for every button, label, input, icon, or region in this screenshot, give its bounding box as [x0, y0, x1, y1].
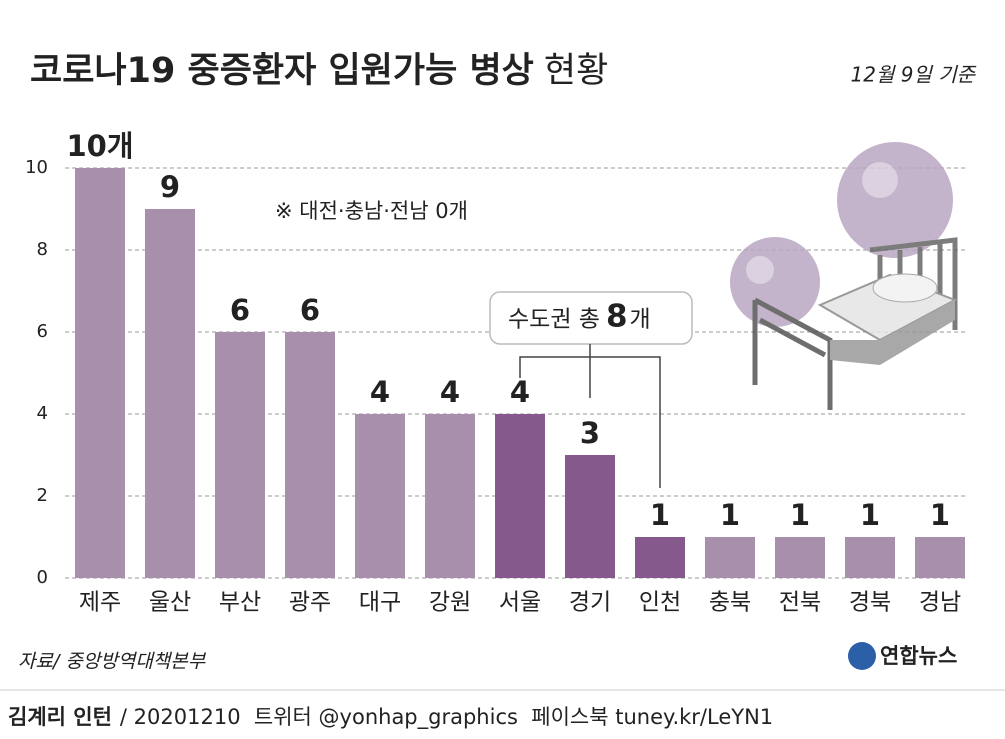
- bar: [495, 414, 545, 578]
- value-label: 6: [230, 293, 250, 327]
- x-tick-label: 울산: [149, 590, 191, 616]
- x-tick-label: 인천: [639, 590, 681, 616]
- bar: [75, 168, 125, 578]
- value-label: 9: [160, 170, 180, 204]
- x-tick-label: 전북: [779, 590, 821, 616]
- x-tick-label: 부산: [219, 590, 261, 616]
- footer-author: 김계리 인턴: [8, 705, 112, 729]
- logo-text: 연합뉴스: [880, 644, 957, 668]
- annotation: 수도권 총 8 개: [489, 291, 693, 488]
- y-tick-label: 2: [37, 485, 48, 506]
- bar: [845, 537, 895, 578]
- annotation-value: 8: [606, 299, 628, 335]
- chart-title: 코로나19 중증환자 입원가능 병상: [30, 51, 534, 91]
- annotation-box: [489, 291, 693, 345]
- bar: [285, 332, 335, 578]
- y-tick-label: 10: [25, 157, 48, 178]
- value-label: 4: [510, 375, 530, 409]
- y-tick-label: 0: [37, 567, 48, 588]
- value-label: 3: [580, 416, 600, 450]
- value-label: 1: [930, 498, 950, 532]
- x-tick-label: 경북: [849, 590, 891, 616]
- logo: 연합뉴스: [848, 642, 957, 670]
- illustration: [730, 142, 958, 410]
- footer-text: / 20201210 트위터 @yonhap_graphics 페이스북 tun…: [120, 705, 773, 730]
- x-tick-label: 서울: [499, 590, 541, 616]
- bar: [215, 332, 265, 578]
- bar: [635, 537, 685, 578]
- y-tick-label: 8: [37, 239, 48, 260]
- x-tick-label: 대구: [359, 590, 401, 616]
- bar: [425, 414, 475, 578]
- x-tick-label: 경기: [569, 590, 611, 616]
- value-label: 1: [790, 498, 810, 532]
- y-tick-label: 6: [37, 321, 48, 342]
- annotation-text: 개: [630, 307, 651, 333]
- value-label: 4: [370, 375, 390, 409]
- value-label: 1: [650, 498, 670, 532]
- note: ※ 대전·충남·전남 0개: [275, 199, 468, 223]
- value-label: 4: [440, 375, 460, 409]
- bar: [355, 414, 405, 578]
- annotation-text: 수도권 총: [508, 307, 600, 333]
- bar: [915, 537, 965, 578]
- subtitle: 12월 9일 기준: [851, 63, 977, 87]
- y-tick-label: 4: [37, 403, 48, 424]
- x-tick-label: 경남: [919, 590, 961, 616]
- value-label: 6: [300, 293, 320, 327]
- value-label: 1: [860, 498, 880, 532]
- x-tick-label: 제주: [79, 590, 121, 616]
- bracket: [519, 344, 661, 488]
- value-label: 1: [720, 498, 740, 532]
- source: 자료/ 중앙방역대책본부: [18, 651, 207, 673]
- bar: [145, 209, 195, 578]
- x-tick-label: 충북: [709, 590, 751, 616]
- bar: [705, 537, 755, 578]
- bar: [565, 455, 615, 578]
- value-label: 10개: [66, 129, 133, 163]
- x-tick-label: 강원: [429, 590, 471, 616]
- chart-title-suffix: 현황: [544, 51, 608, 91]
- bar: [775, 537, 825, 578]
- x-tick-label: 광주: [289, 590, 331, 616]
